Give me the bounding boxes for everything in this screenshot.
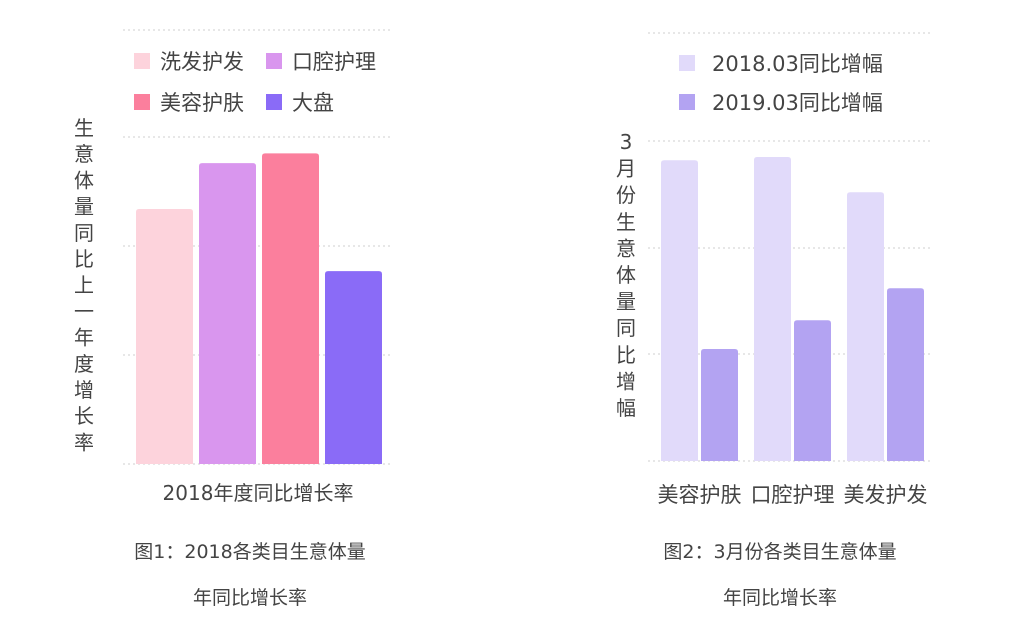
chart-1-y-axis-label-char: 度 [74, 352, 94, 376]
chart-1-y-axis-label-char: 意 [74, 142, 94, 166]
chart-1-bar-0 [136, 208, 193, 464]
chart-1-caption-line-1: 图1：2018各类目生意体量 [134, 541, 366, 563]
chart-2-y-axis-label-char: 比 [616, 343, 636, 367]
chart-1-bar-3 [325, 271, 382, 464]
chart-1-y-axis-label-char: 长 [74, 404, 94, 428]
chart-1-y-axis-label-char: 比 [74, 247, 94, 271]
chart-2-bar-2-0 [847, 192, 884, 461]
chart-1-x-axis-label: 2018年度同比增长率 [163, 481, 354, 505]
chart-1-y-axis-label-char: 一 [74, 299, 94, 323]
chart-2-bar-0-1 [701, 349, 738, 461]
chart-1-y-axis-label-char: 生 [74, 116, 94, 140]
chart-2-legend-0-swatch [679, 55, 695, 71]
chart-2-category-label-2: 美发护发 [844, 483, 928, 507]
chart-1-y-axis-label-char: 量 [74, 195, 94, 219]
chart-1-y-axis-label-char: 增 [74, 378, 94, 402]
chart-2-y-axis-label-char: 3 [620, 130, 633, 154]
chart-1-bar-1 [199, 163, 256, 464]
chart-1-y-axis-label-char: 体 [74, 168, 94, 192]
chart-1-y-axis-label-char: 年 [74, 326, 94, 350]
chart-2-bar-1-1 [794, 320, 831, 461]
chart-2-bar-0-0 [661, 160, 698, 461]
chart-1-y-axis-label-char: 率 [74, 430, 94, 454]
chart-1-legend-2-swatch [134, 94, 150, 110]
chart-2-y-axis-label-char: 意 [616, 236, 636, 260]
chart-2-y-axis-label-char: 份 [616, 183, 636, 207]
chart-1-legend-1-swatch [266, 53, 282, 69]
chart-1-bar-2 [262, 153, 319, 464]
chart-1-legend-0-swatch [134, 53, 150, 69]
chart-1-caption-line-2: 年同比增长率 [192, 587, 307, 609]
chart-2-legend-1-swatch [679, 94, 695, 110]
chart-2-category-label-0: 美容护肤 [658, 483, 742, 507]
chart-1-legend-2-label: 美容护肤 [160, 91, 244, 115]
chart-1-legend-3-swatch [266, 94, 282, 110]
chart-2-y-axis-label-char: 体 [616, 263, 636, 287]
chart-2-y-axis-label-char: 生 [616, 210, 636, 234]
chart-2-caption-line-1: 图2：3月份各类目生意体量 [663, 541, 897, 563]
chart-1-y-axis-label-char: 同 [74, 221, 94, 245]
chart-1-y-axis-label-char: 上 [74, 273, 94, 297]
chart-2-y-axis-label-char: 月 [616, 157, 636, 181]
chart-2-legend-0-label: 2018.03同比增幅 [712, 52, 883, 76]
chart-1-legend-1-label: 口腔护理 [292, 50, 376, 74]
chart-2-y-axis-label-char: 同 [616, 316, 636, 340]
chart-1-legend-3-label: 大盘 [292, 91, 334, 115]
chart-2-y-axis-label-char: 幅 [616, 396, 636, 420]
chart-2-bar-2-1 [887, 288, 924, 461]
chart-2-y-axis-label-char: 量 [616, 290, 636, 314]
chart-2-caption-line-2: 年同比增长率 [722, 587, 837, 609]
chart-2-bar-1-0 [754, 157, 791, 461]
chart-2-legend-1-label: 2019.03同比增幅 [712, 91, 883, 115]
chart-1-legend-0-label: 洗发护发 [160, 50, 244, 74]
chart-2-y-axis-label-char: 增 [616, 369, 636, 393]
chart-2-category-label-1: 口腔护理 [751, 483, 835, 507]
